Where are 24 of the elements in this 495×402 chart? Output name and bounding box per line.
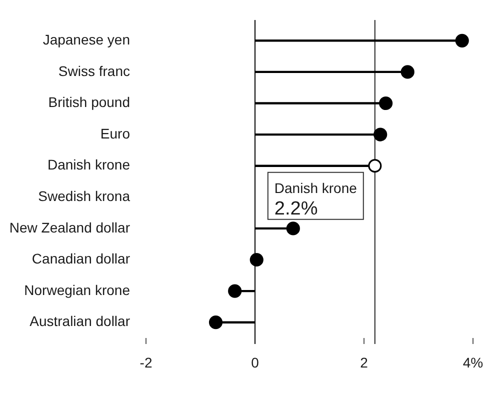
y-tick-label: Swedish krona [38,188,130,204]
y-tick-label: Danish krone [48,156,130,173]
point [286,222,300,236]
y-tick-label: Swiss franc [58,62,130,79]
point [374,128,388,142]
y-tick-label: Australian dollar [30,313,130,330]
x-tick-label: -2 [140,354,152,370]
point [455,34,469,48]
point [208,316,223,330]
y-tick-label: New Zealand dollar [9,219,130,236]
point [368,159,382,173]
y-tick-label: Japanese yen [42,32,130,48]
y-tick-label: British pound [48,94,130,110]
point [228,284,242,298]
x-tick-label: 4% [462,354,484,370]
point [379,96,393,110]
y-tick-label: Euro [100,125,130,142]
y-tick-label: Norwegian krone [24,282,130,298]
point [250,252,264,267]
y-tick-label: Canadian dollar [32,250,130,267]
annotation: Danish krone 2.2% [274,180,358,220]
point [400,65,414,79]
x-tick-label: 0 [251,354,260,370]
x-tick-label: 2 [360,354,368,370]
